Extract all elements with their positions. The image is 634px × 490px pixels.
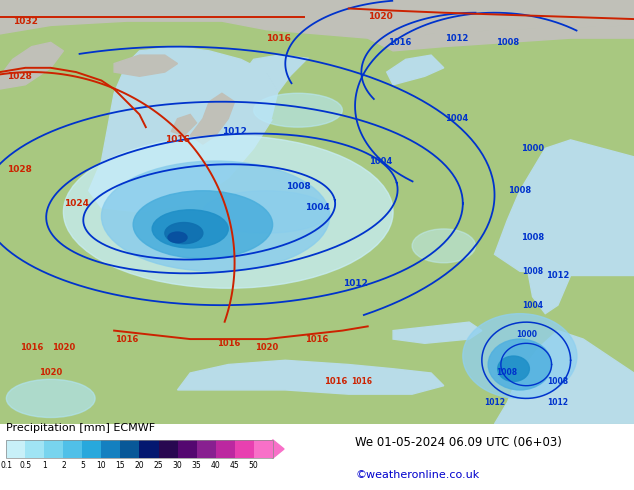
Text: 1012: 1012 [445,34,468,43]
Text: 2: 2 [61,461,66,470]
Ellipse shape [165,222,203,244]
Text: 1008: 1008 [522,267,543,276]
Text: 1016: 1016 [388,38,411,47]
Polygon shape [0,0,634,38]
Text: 1000: 1000 [515,330,537,340]
Polygon shape [526,246,571,314]
Text: 1020: 1020 [255,343,278,352]
Ellipse shape [412,229,476,263]
Bar [6,440,273,458]
Text: 1008: 1008 [521,233,544,242]
Text: 1008: 1008 [547,377,569,386]
Text: 1004: 1004 [522,301,543,310]
Text: We 01-05-2024 06.09 UTC (06+03): We 01-05-2024 06.09 UTC (06+03) [355,436,562,449]
Text: 1016: 1016 [20,343,43,352]
Bar [139,440,158,458]
Ellipse shape [488,339,552,390]
Text: ©weatheronline.co.uk: ©weatheronline.co.uk [355,470,479,481]
Ellipse shape [152,210,228,248]
Polygon shape [368,25,634,51]
Polygon shape [114,55,178,76]
Text: 1012: 1012 [342,279,368,289]
Polygon shape [241,55,330,102]
Polygon shape [190,93,235,144]
Polygon shape [495,331,634,424]
Text: 45: 45 [230,461,240,470]
Polygon shape [304,64,349,93]
Text: 1032: 1032 [13,17,38,25]
Bar [235,440,254,458]
Ellipse shape [498,356,529,381]
Text: 0.5: 0.5 [19,461,32,470]
Polygon shape [171,115,197,136]
Text: 1008: 1008 [285,182,311,191]
Polygon shape [178,360,444,394]
Polygon shape [0,43,63,89]
Bar [216,440,235,458]
Text: 1012: 1012 [547,271,569,280]
Text: 1016: 1016 [306,335,328,343]
Polygon shape [495,140,634,275]
Text: 1: 1 [42,461,47,470]
Text: 1020: 1020 [368,12,393,22]
Text: Precipitation [mm] ECMWF: Precipitation [mm] ECMWF [6,423,155,433]
Text: 1024: 1024 [63,199,89,208]
Polygon shape [89,47,279,212]
Text: 1008: 1008 [496,38,519,47]
Polygon shape [273,43,361,127]
Text: 1016: 1016 [325,377,347,386]
Text: 35: 35 [191,461,202,470]
Polygon shape [393,322,482,343]
Text: 30: 30 [172,461,183,470]
Polygon shape [387,55,444,85]
Ellipse shape [101,161,330,271]
Text: 25: 25 [153,461,164,470]
Text: 1028: 1028 [6,165,32,174]
Text: 1028: 1028 [6,72,32,81]
Text: 1004: 1004 [304,203,330,212]
Text: 1016: 1016 [217,339,240,348]
Text: 40: 40 [210,461,221,470]
Bar [63,440,82,458]
Ellipse shape [254,93,342,127]
Text: 0.1: 0.1 [1,461,12,470]
Text: 1016: 1016 [115,335,138,343]
Text: 20: 20 [134,461,145,470]
Text: 50: 50 [249,461,259,470]
Text: 1004: 1004 [369,157,392,166]
Text: 1012: 1012 [222,127,247,136]
Bar [82,440,101,458]
Text: 1004: 1004 [445,114,468,123]
Text: 15: 15 [115,461,126,470]
Bar [178,440,197,458]
Text: 5: 5 [80,461,85,470]
Text: 1008: 1008 [496,368,518,377]
Polygon shape [273,440,284,458]
Bar [254,440,273,458]
Ellipse shape [203,191,330,233]
Bar [44,440,63,458]
Text: 1016: 1016 [351,377,372,386]
Bar [101,440,120,458]
Text: 1012: 1012 [547,398,569,407]
Ellipse shape [133,191,273,259]
Ellipse shape [168,232,187,243]
Bar [25,440,44,458]
Text: 10: 10 [96,461,107,470]
Text: 1016: 1016 [266,34,292,43]
Bar [120,440,139,458]
Text: 1012: 1012 [484,398,505,407]
Ellipse shape [463,314,577,398]
Text: 1020: 1020 [39,368,62,377]
Text: 1020: 1020 [52,343,75,352]
Ellipse shape [6,379,95,417]
Text: 1000: 1000 [521,144,544,153]
Bar [158,440,178,458]
Ellipse shape [63,136,393,288]
Bar [6,440,25,458]
Text: 1008: 1008 [508,186,531,195]
Bar [197,440,216,458]
Text: 1016: 1016 [165,135,190,145]
